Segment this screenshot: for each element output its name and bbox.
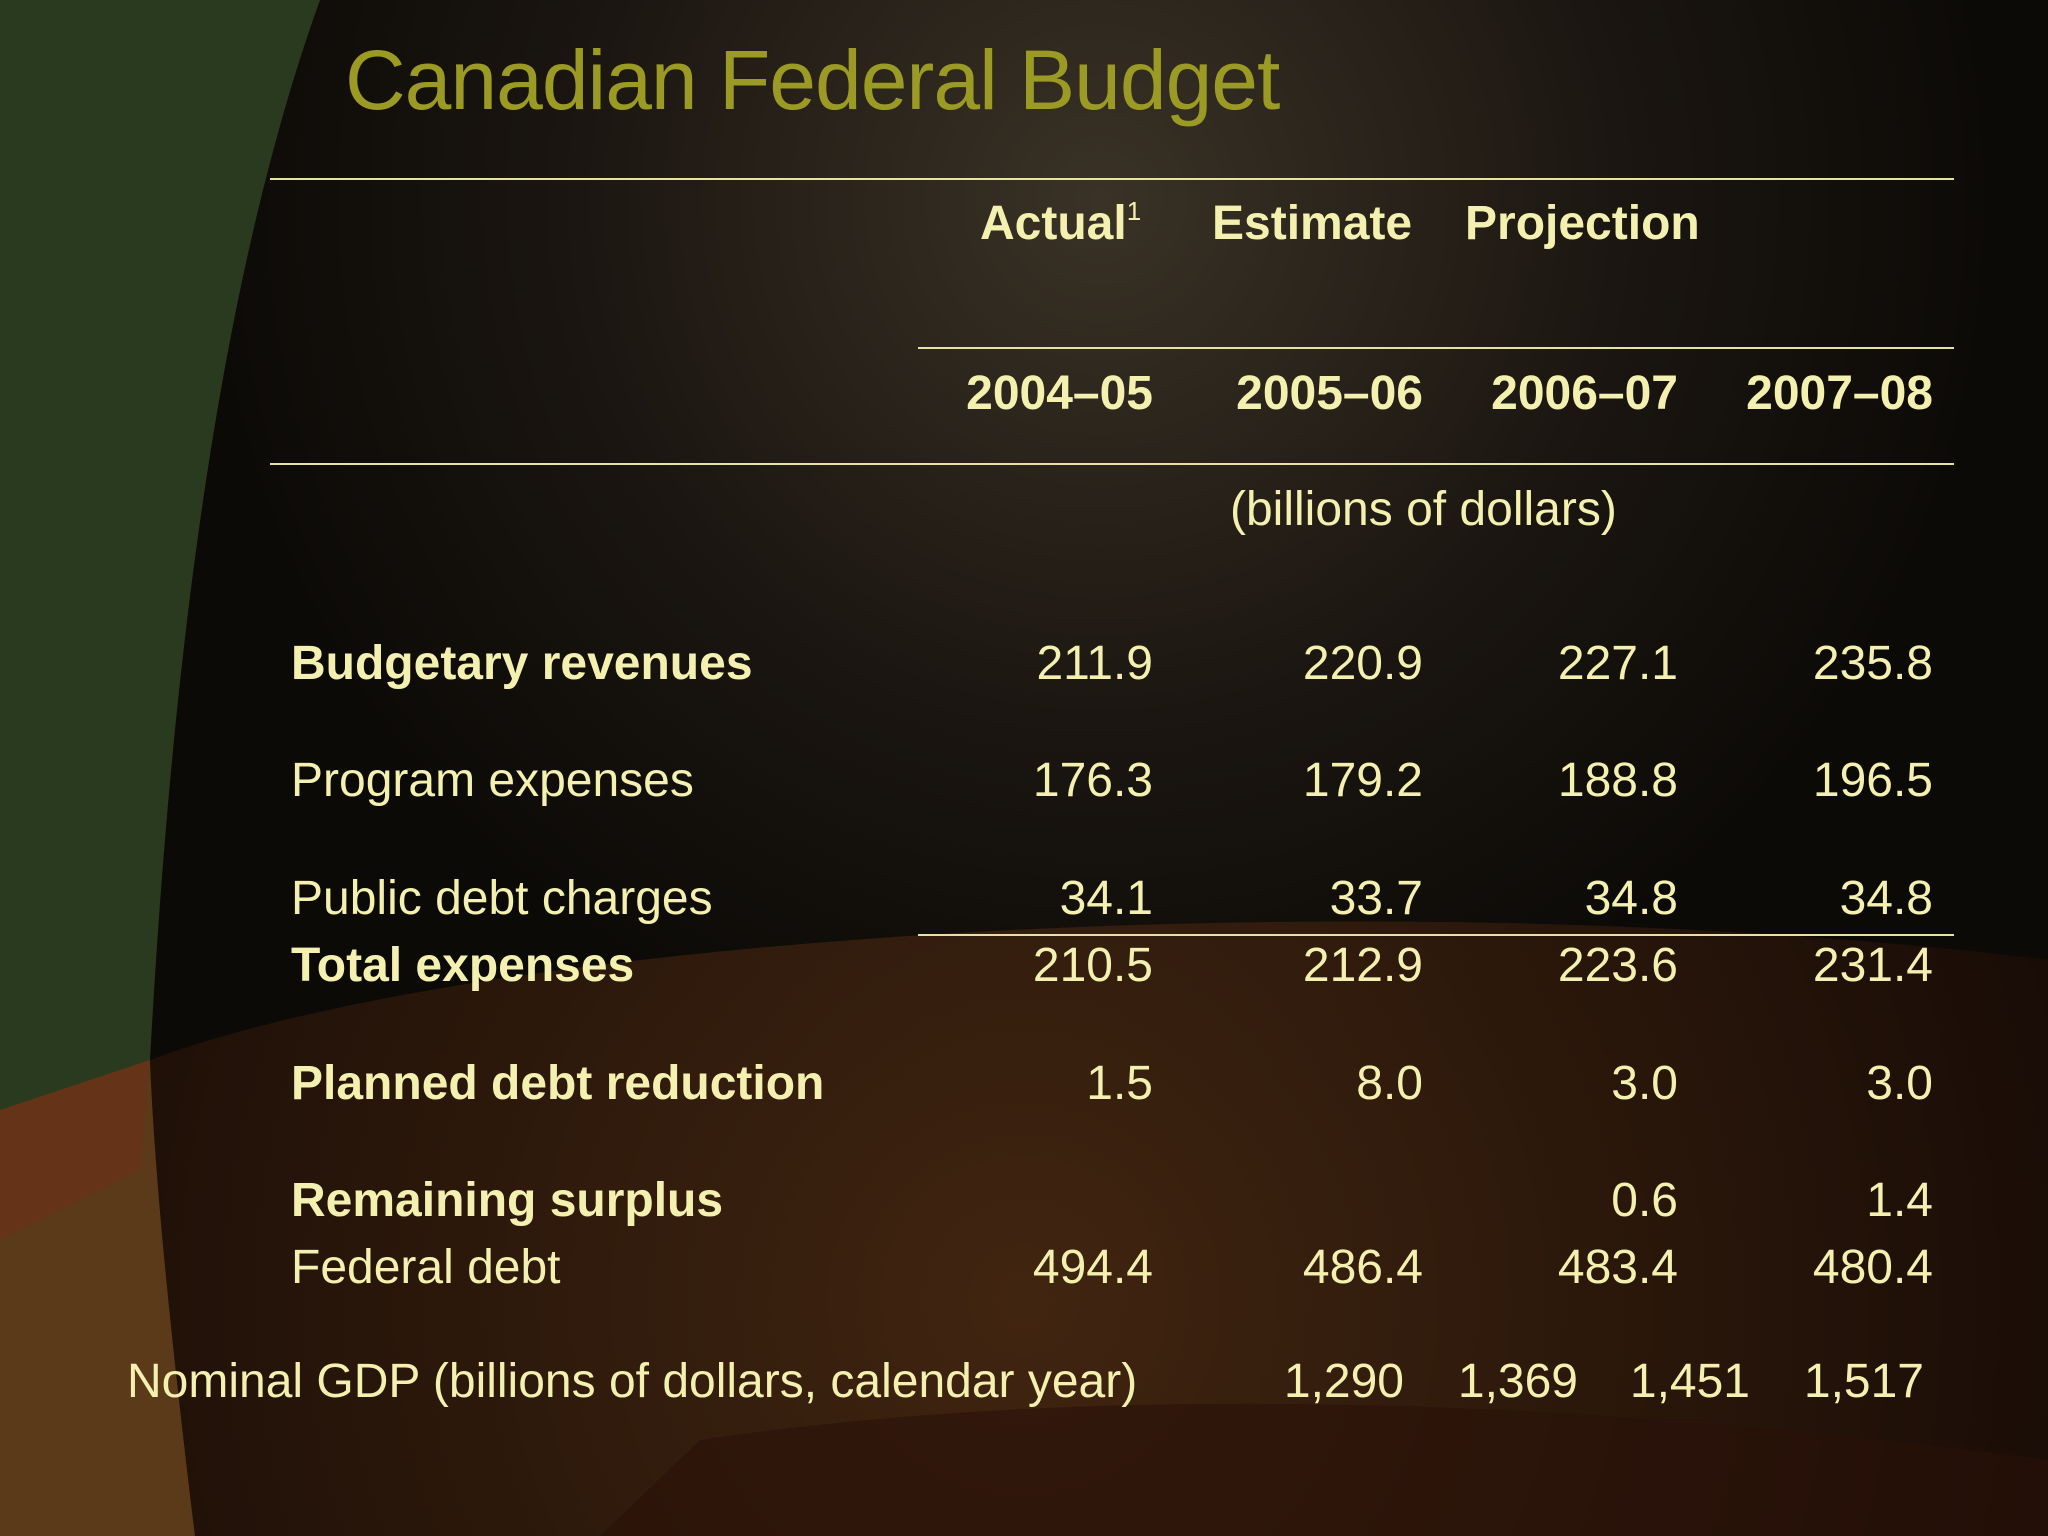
page-title: Canadian Federal Budget [345,33,1280,127]
table-cell: 3.0 [1611,1057,1678,1110]
table-cell: 196.5 [1812,754,1933,807]
gdp-label: Nominal GDP (billions of dollars, calend… [127,1355,1138,1408]
gdp-value-2007-08: 1,517 [1803,1355,1924,1408]
table-cell: 223.6 [1557,939,1678,992]
table-cell: 34.8 [1839,872,1933,925]
table-cell: 34.8 [1584,872,1678,925]
table-cell: 0.6 [1611,1174,1678,1227]
row-label-federal-debt: Federal debt [291,1241,561,1294]
year-header-2004-05: 2004–05 [966,367,1153,420]
table-cell: 3.0 [1866,1057,1933,1110]
gdp-value-2004-05: 1,290 [1283,1355,1404,1408]
header-actual: Actual1 [980,196,1142,250]
year-header-2007-08: 2007–08 [1746,367,1933,420]
table-cell: 179.2 [1302,754,1423,807]
table-cell: 176.3 [1032,754,1153,807]
gdp-value-2005-06: 1,369 [1457,1355,1578,1408]
table-cell: 188.8 [1557,754,1678,807]
table-cell: 211.9 [1036,637,1153,690]
year-header-2006-07: 2006–07 [1491,367,1678,420]
table-cell: 33.7 [1329,872,1423,925]
table-cell: 210.5 [1032,939,1153,992]
subtotal-rule [918,934,1954,936]
header-estimate: Estimate [1212,197,1413,250]
header-bottom-rule [270,463,1954,465]
table-cell: 1.5 [1086,1057,1153,1110]
table-cell: 8.0 [1356,1057,1423,1110]
units-label: (billions of dollars) [1230,483,1617,536]
row-label-total-expenses: Total expenses [291,939,635,992]
table-cell: 227.1 [1557,637,1678,690]
actual-footnote-marker: 1 [1126,196,1142,226]
row-label-program-expenses: Program expenses [291,754,694,807]
header-mid-rule [918,347,1954,349]
table-cell: 494.4 [1032,1241,1153,1294]
header-projection: Projection [1465,197,1700,250]
row-label-budgetary-revenues: Budgetary revenues [291,637,753,690]
gdp-value-2006-07: 1,451 [1629,1355,1750,1408]
year-header-2005-06: 2005–06 [1236,367,1423,420]
row-label-public-debt-charges: Public debt charges [291,872,713,925]
table-cell: 220.9 [1302,637,1423,690]
table-cell: 231.4 [1812,939,1933,992]
table-cell: 1.4 [1866,1174,1933,1227]
table-top-rule [270,178,1954,180]
table-cell: 483.4 [1557,1241,1678,1294]
table-cell: 34.1 [1059,872,1153,925]
table-cell: 480.4 [1812,1241,1933,1294]
row-label-planned-debt-reduction: Planned debt reduction [291,1057,825,1110]
table-cell: 486.4 [1302,1241,1423,1294]
table-cell: 235.8 [1812,637,1933,690]
row-label-remaining-surplus: Remaining surplus [291,1174,724,1227]
table-cell: 212.9 [1302,939,1423,992]
